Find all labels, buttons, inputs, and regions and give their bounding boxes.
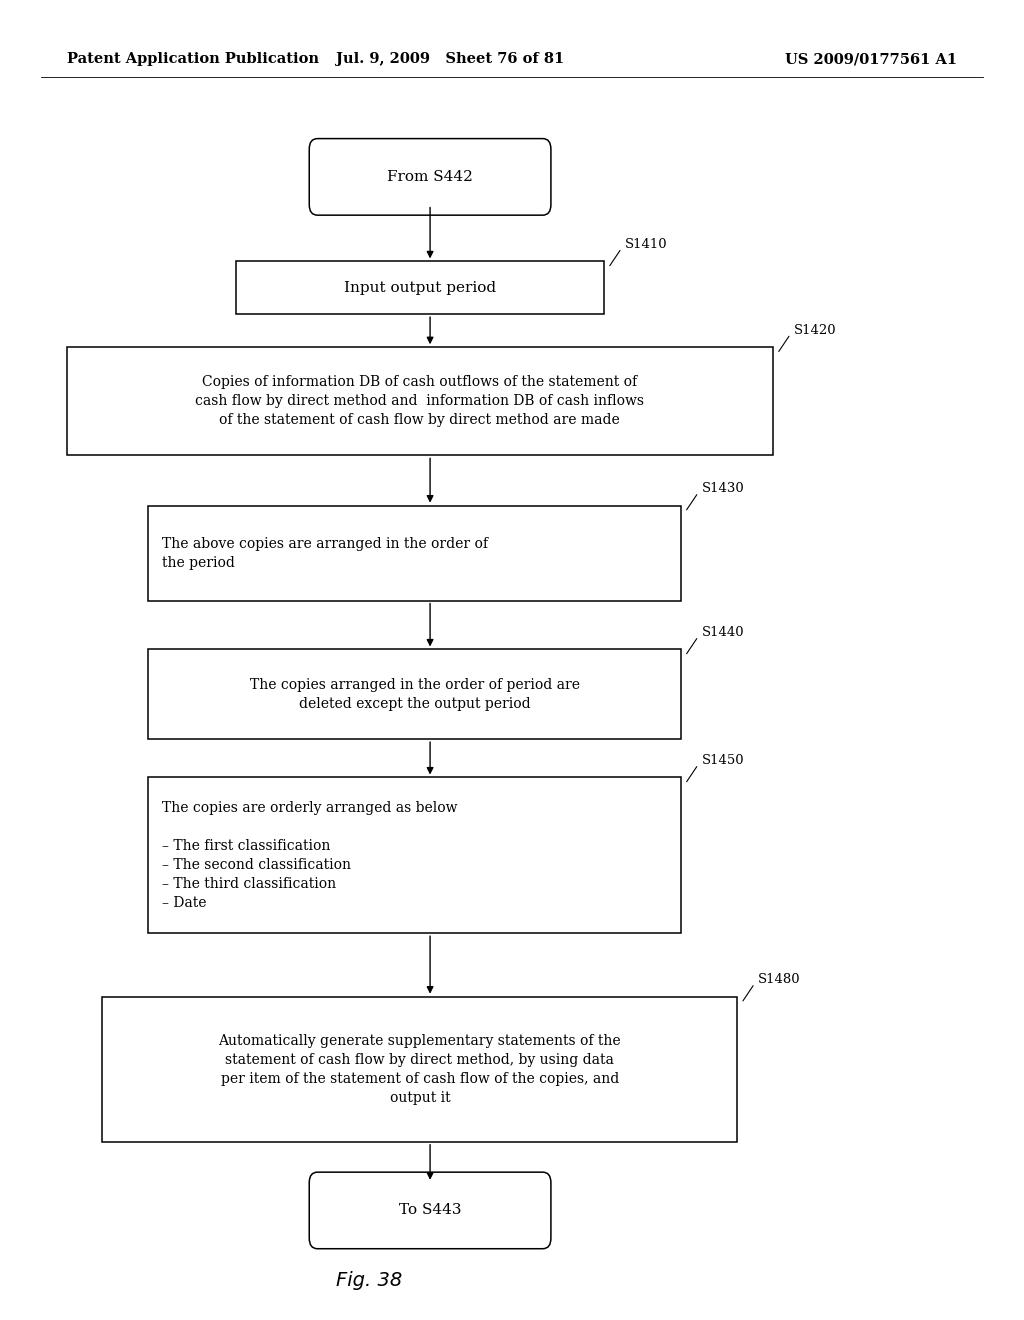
Bar <box>148 506 681 601</box>
Text: S1430: S1430 <box>701 482 744 495</box>
FancyBboxPatch shape <box>309 139 551 215</box>
Text: The copies arranged in the order of period are
deleted except the output period: The copies arranged in the order of peri… <box>250 678 580 710</box>
Bar <box>236 261 604 314</box>
Text: Jul. 9, 2009   Sheet 76 of 81: Jul. 9, 2009 Sheet 76 of 81 <box>337 53 564 66</box>
Text: The above copies are arranged in the order of
the period: The above copies are arranged in the ord… <box>162 537 487 569</box>
Text: Input output period: Input output period <box>344 281 496 294</box>
Text: S1450: S1450 <box>701 754 744 767</box>
Text: S1420: S1420 <box>794 323 837 337</box>
Text: Fig. 38: Fig. 38 <box>336 1271 401 1290</box>
Bar <box>67 347 773 455</box>
Text: Patent Application Publication: Patent Application Publication <box>67 53 318 66</box>
Text: US 2009/0177561 A1: US 2009/0177561 A1 <box>785 53 957 66</box>
Bar <box>148 649 681 739</box>
Bar <box>148 777 681 933</box>
Text: S1410: S1410 <box>625 238 668 251</box>
Text: The copies are orderly arranged as below

– The first classification
– The secon: The copies are orderly arranged as below… <box>162 801 458 909</box>
FancyBboxPatch shape <box>309 1172 551 1249</box>
Text: Automatically generate supplementary statements of the
statement of cash flow by: Automatically generate supplementary sta… <box>218 1034 622 1105</box>
Text: Copies of information DB of cash outflows of the statement of
cash flow by direc: Copies of information DB of cash outflow… <box>196 375 644 428</box>
Text: S1480: S1480 <box>758 973 801 986</box>
Text: S1440: S1440 <box>701 626 744 639</box>
Text: From S442: From S442 <box>387 170 473 183</box>
Bar <box>102 997 737 1142</box>
Text: To S443: To S443 <box>398 1204 462 1217</box>
